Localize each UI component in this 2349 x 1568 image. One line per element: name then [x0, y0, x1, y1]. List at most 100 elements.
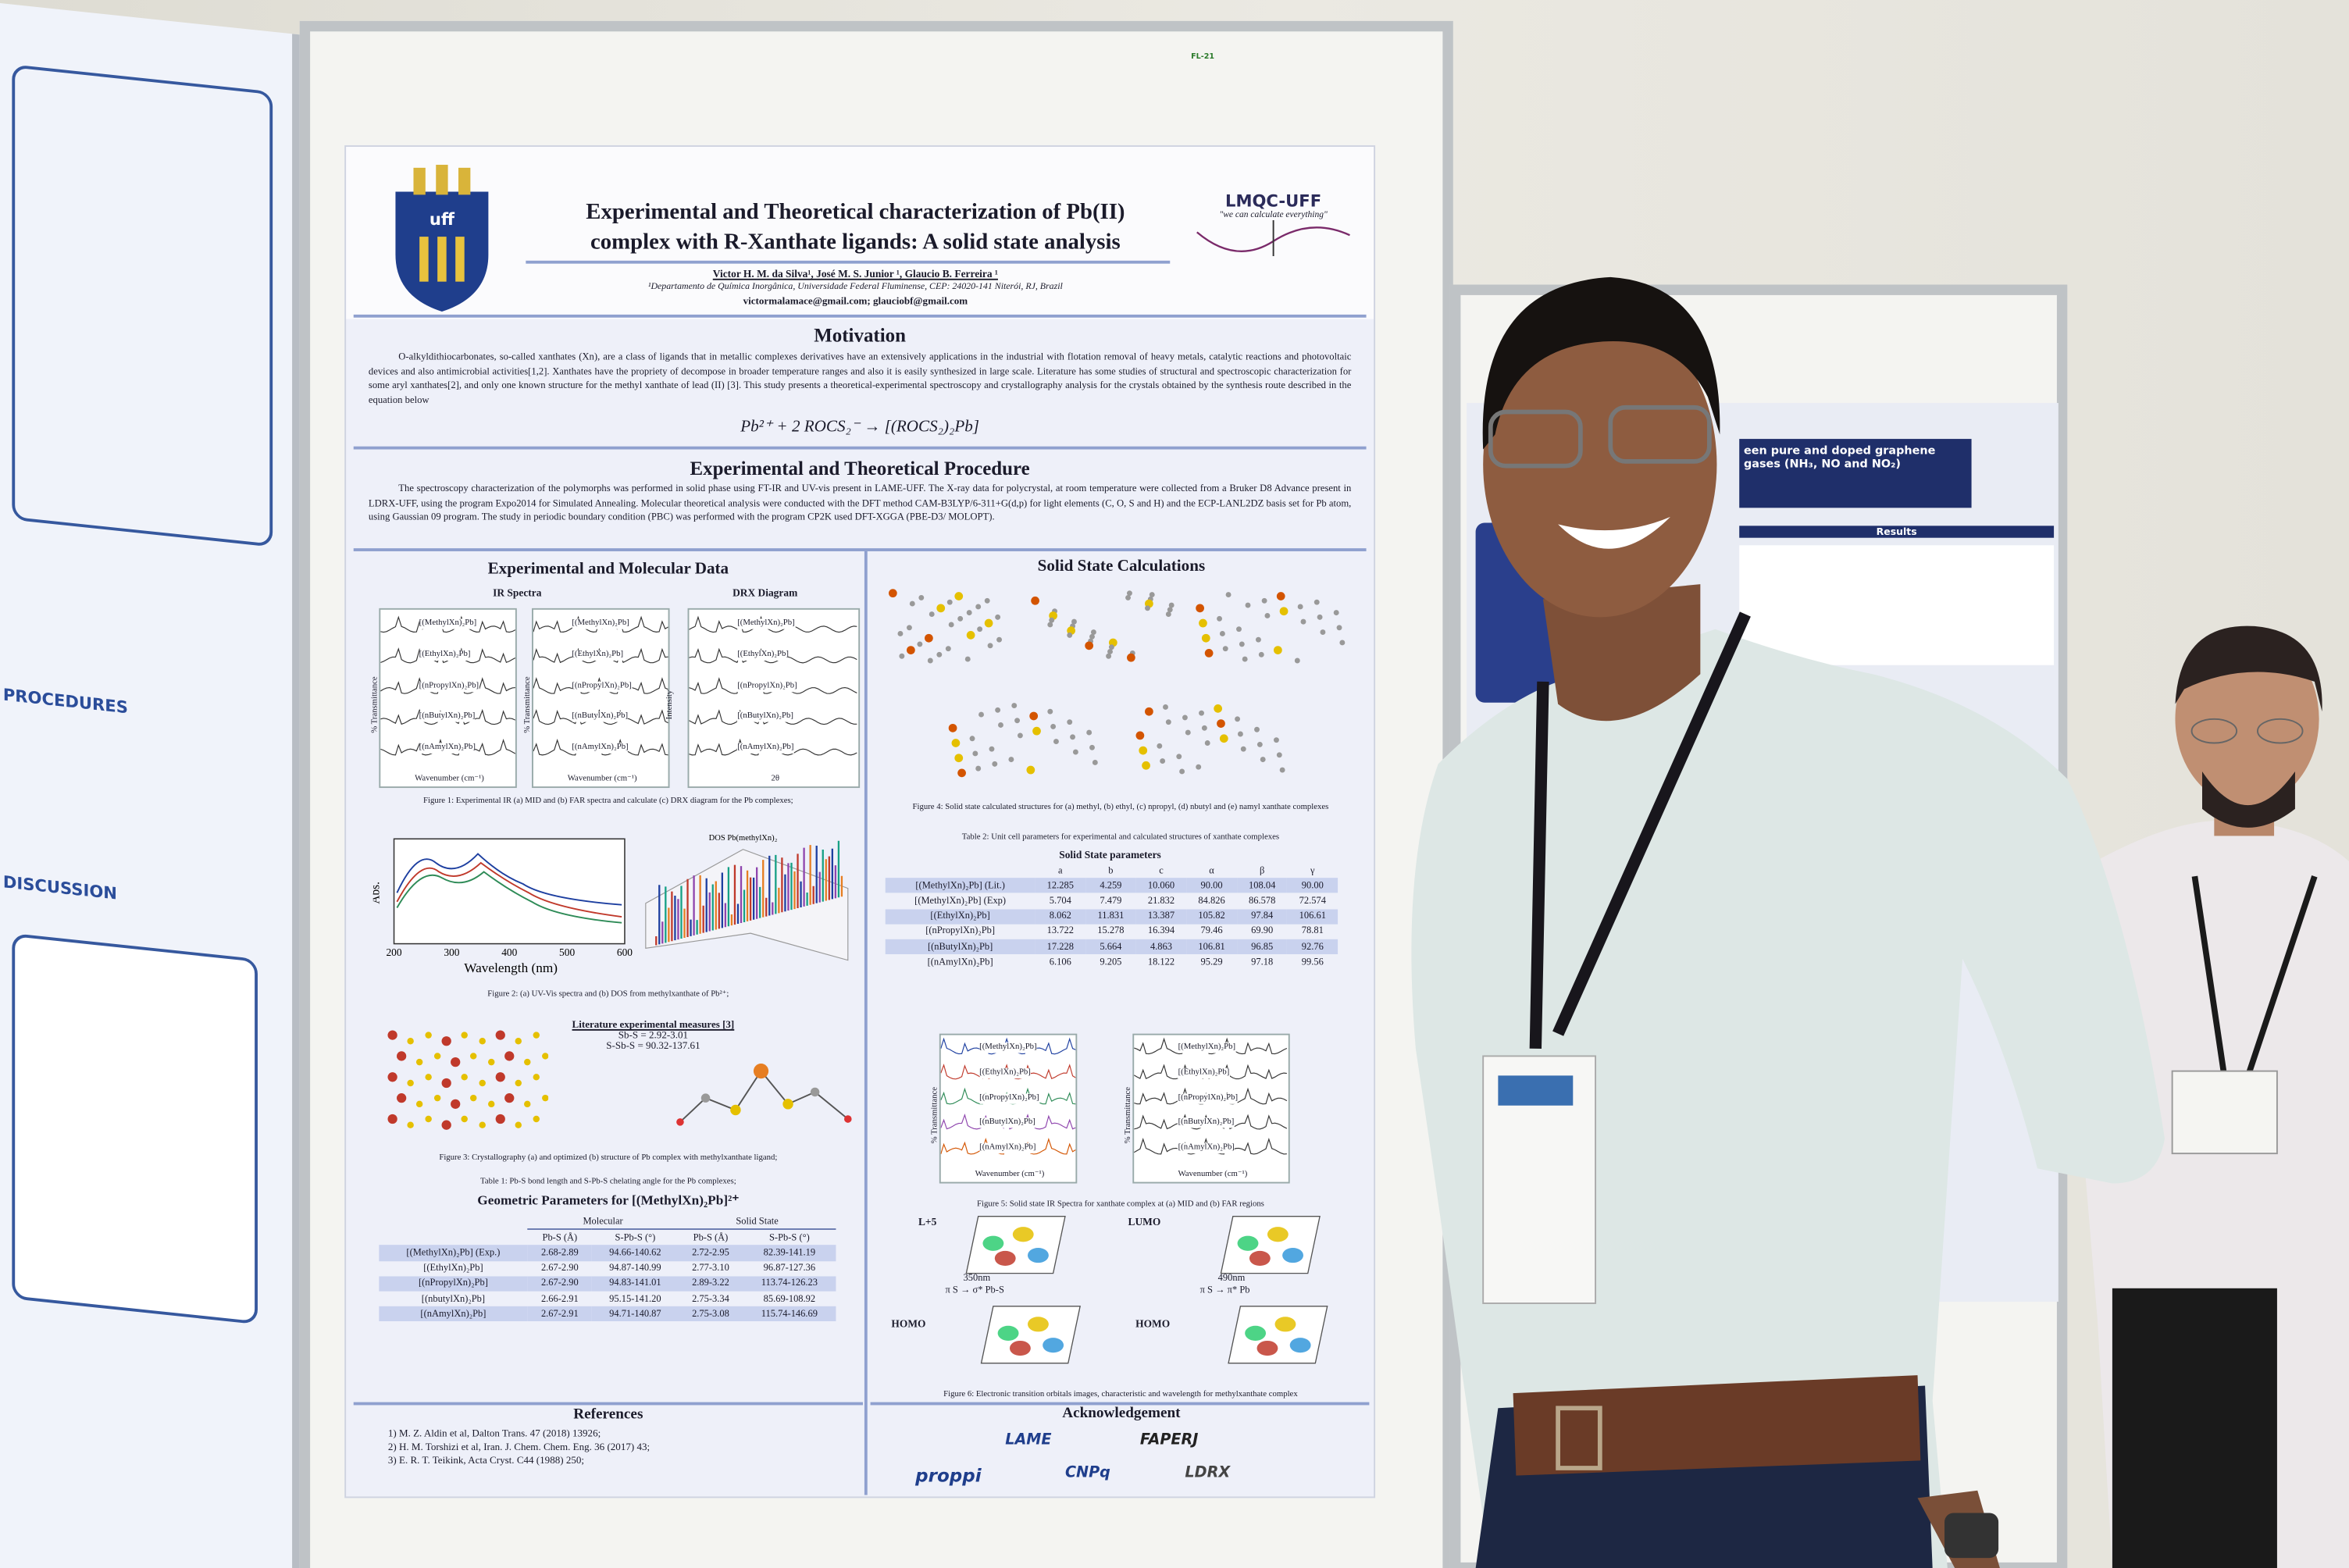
subheading: DRX Diagram [733, 587, 798, 600]
poster-title: Experimental and Theoretical characteriz… [511, 198, 1199, 258]
table-header-cell: S-Pb-S (°) [768, 1232, 810, 1243]
sponsor-logo: proppi [915, 1465, 982, 1487]
atom [1160, 758, 1166, 764]
sponsor-logo: LAME [1005, 1431, 1052, 1449]
atom [1014, 718, 1021, 724]
atom [1149, 592, 1155, 598]
atom [975, 604, 982, 610]
reference: 2) H. M. Torshizi et al, Iran. J. Chem. … [387, 1442, 651, 1454]
table-cell: [(MethylXn)₂Pb] (Lit.) [885, 878, 1035, 894]
atom [495, 1030, 505, 1040]
atom [1276, 752, 1282, 758]
atom [966, 631, 975, 640]
atom [1240, 746, 1246, 752]
table-row: [(EthylXn)₂Pb] 8.062 11.831 13.387 105.82 97.… [885, 908, 1338, 925]
uv-tick-label: 500 [559, 946, 575, 958]
atom [954, 592, 964, 600]
atom [964, 656, 971, 662]
atom [1300, 618, 1306, 625]
atom [1090, 629, 1096, 636]
panel-label: [(EthylXn)₂Pb] [419, 650, 471, 661]
table-cell: 90.00 [1287, 878, 1338, 894]
panel-label: [(EthylXn)₂Pb] [737, 650, 789, 661]
atom [1219, 734, 1228, 743]
table-cell: 105.82 [1186, 908, 1237, 925]
atom [957, 615, 964, 622]
orbital-lobe [1043, 1338, 1064, 1353]
atom [925, 633, 933, 643]
atom [1204, 740, 1210, 746]
atom [1219, 631, 1225, 636]
sponsor-logo: LDRX [1185, 1465, 1231, 1482]
literature-box: Literature experimental measures [3] Sb-… [533, 1020, 773, 1051]
table-cell: 5.664 [1085, 939, 1136, 955]
orbital-label: 350nm [963, 1273, 991, 1285]
atom [407, 1038, 414, 1045]
atom [488, 1100, 495, 1108]
atom [897, 631, 904, 636]
atom [918, 594, 925, 600]
uv-tick-label: 300 [444, 946, 459, 958]
table-cell: 99.56 [1301, 957, 1324, 968]
equation: Pb²⁺ + 2 ROCS₂⁻ → [(ROCS₂)₂Pb] [740, 418, 980, 437]
table-cell: 2.66-2.91 [540, 1293, 579, 1305]
panel-label: [(nAmylXn)₂Pb] [1178, 1143, 1235, 1154]
atom [451, 1057, 461, 1067]
atom [415, 1058, 423, 1066]
atom [995, 614, 1001, 620]
right-poster-chart [1739, 545, 2055, 665]
table-cell: 78.81 [1301, 926, 1324, 937]
atom [1092, 759, 1098, 765]
atom [906, 625, 912, 631]
panel-label: [(nPropylXn)₂Pb] [979, 1092, 1039, 1104]
table-cell: 94.83-141.01 [592, 1275, 679, 1292]
atom [1264, 612, 1271, 618]
table-cell: 115.74-146.69 [743, 1306, 836, 1322]
spectrum-line [1134, 1037, 1288, 1055]
atom [1201, 725, 1207, 731]
table-header-cell: Pb-S (Å) [542, 1232, 578, 1243]
atom [888, 589, 897, 598]
table-row: [(nButylXn)₂Pb] 17.228 5.664 4.863 106.81 96.… [885, 939, 1338, 955]
atom [1163, 704, 1168, 710]
atom [1032, 726, 1041, 736]
atom [954, 754, 964, 763]
table-cell: 97.84 [1236, 908, 1288, 925]
table-cell: 85.69-108.92 [763, 1293, 816, 1305]
table-cell: 106.61 [1287, 908, 1338, 925]
atom [1026, 765, 1035, 775]
figure-caption: Figure 3: Crystallography (a) and optimi… [439, 1153, 778, 1163]
atom [433, 1053, 441, 1060]
panel-label: [(nAmylXn)₂Pb] [572, 742, 629, 754]
affiliation: ¹Departamento de Química Inorgânica, Uni… [647, 281, 1063, 293]
table-cell: 84.826 [1198, 896, 1225, 907]
uff-logo: uff [395, 165, 489, 312]
atom [1336, 625, 1342, 631]
section-heading: Solid State Calculations [1037, 557, 1206, 576]
atom [1017, 732, 1023, 739]
atom [1258, 651, 1264, 657]
atom [978, 711, 984, 718]
table-cell: 13.722 [1046, 926, 1074, 937]
atom [1049, 617, 1055, 623]
table-caption: Table 1: Pb-S bond length and S-Pb-S che… [480, 1177, 736, 1187]
atom [977, 626, 983, 633]
atom [984, 597, 990, 604]
table-cell: 4.863 [1135, 939, 1187, 955]
panel-label: [(nPropylXn)₂Pb] [572, 680, 632, 692]
panel-label: [(EthylXn)₂Pb] [979, 1067, 1031, 1079]
atom [469, 1053, 477, 1060]
atom [1072, 749, 1078, 755]
atom [969, 736, 975, 742]
uv-tick-label: 200 [386, 946, 401, 958]
panel-label: [(MethylXn)₂Pb] [737, 619, 795, 630]
atom [987, 643, 993, 649]
table-cell: [(EthylXn)₂Pb] [885, 908, 1035, 925]
atom [425, 1115, 432, 1123]
table-header-cell: α [1209, 865, 1214, 876]
orbital-lobe [1282, 1248, 1303, 1263]
orbital-label: HOMO [891, 1318, 926, 1331]
atom [1239, 641, 1245, 647]
